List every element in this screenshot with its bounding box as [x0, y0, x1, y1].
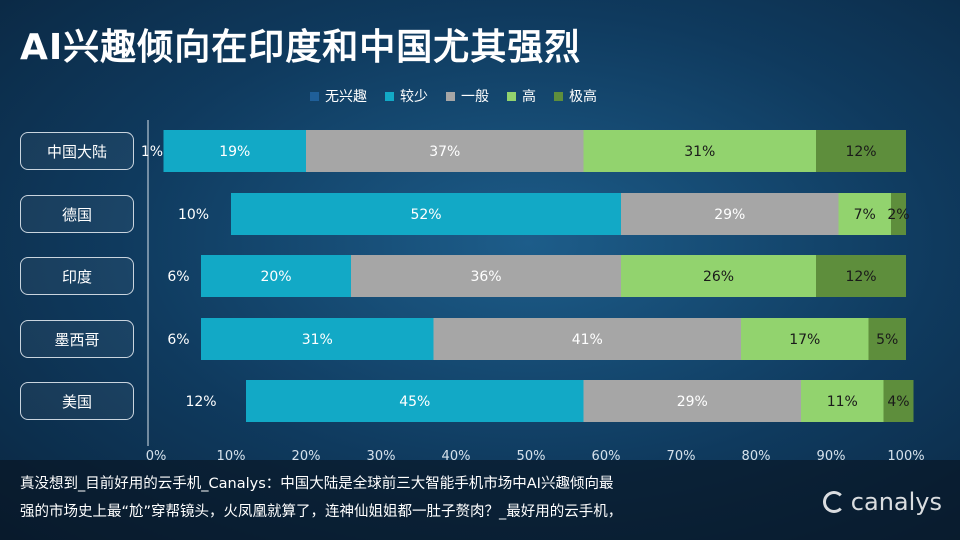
category-label: 印度	[20, 257, 134, 295]
bar-segment	[583, 380, 801, 422]
bar-segment	[583, 130, 816, 172]
data-label: 17%	[789, 332, 820, 348]
data-label: 45%	[399, 394, 430, 410]
bar-segment	[201, 255, 351, 297]
data-label: 11%	[827, 394, 858, 410]
data-label: 31%	[684, 144, 715, 160]
bar-segment	[306, 130, 584, 172]
legend-item: 较少	[385, 86, 428, 106]
legend-swatch	[310, 91, 319, 101]
bar-segment	[621, 255, 816, 297]
legend-item: 极高	[554, 86, 597, 106]
bar-segment	[741, 318, 869, 360]
legend-item: 高	[507, 86, 536, 106]
data-label: 36%	[470, 269, 501, 285]
legend-label: 极高	[569, 89, 597, 105]
data-label: 12%	[845, 269, 876, 285]
legend-swatch	[554, 91, 563, 101]
bar-segment	[201, 318, 434, 360]
data-label: 1%	[141, 144, 163, 160]
legend: 无兴趣 较少 一般 高 极高	[310, 86, 597, 106]
caption-line-1: 真没想到_目前好用的云手机_Canalys：中国大陆是全球前三大智能手机市场中A…	[20, 476, 614, 492]
bar-segment	[816, 255, 906, 297]
data-label: 2%	[887, 207, 909, 223]
data-label: 20%	[260, 269, 291, 285]
brand-mark-icon	[822, 491, 845, 513]
bar-segment	[163, 130, 306, 172]
data-label: 4%	[887, 394, 909, 410]
data-label: 37%	[429, 144, 460, 160]
brand-name: canalys	[850, 488, 942, 516]
data-label: 52%	[410, 207, 441, 223]
bar-segment	[838, 193, 891, 235]
legend-swatch	[385, 91, 394, 101]
chart-title: AI兴趣倾向在印度和中国尤其强烈	[20, 27, 582, 68]
bar-segment	[246, 380, 584, 422]
legend-label: 较少	[400, 89, 428, 105]
legend-swatch	[507, 91, 516, 101]
legend-item: 无兴趣	[310, 86, 367, 106]
category-label: 美国	[20, 382, 134, 420]
data-label: 41%	[572, 332, 603, 348]
data-label: 12%	[185, 394, 216, 410]
data-label: 26%	[703, 269, 734, 285]
data-label: 31%	[302, 332, 333, 348]
data-label: 29%	[677, 394, 708, 410]
data-label: 6%	[167, 332, 189, 348]
data-label: 6%	[167, 269, 189, 285]
category-label: 德国	[20, 195, 134, 233]
bar-segment	[868, 318, 906, 360]
legend-label: 一般	[461, 89, 489, 105]
data-label: 10%	[178, 207, 209, 223]
bar-segment	[231, 193, 621, 235]
category-label: 墨西哥	[20, 320, 134, 358]
bar-segment	[883, 380, 914, 422]
brand-logo: canalys	[822, 488, 942, 516]
bar-segment	[891, 193, 906, 235]
caption-overlay: 真没想到_目前好用的云手机_Canalys：中国大陆是全球前三大智能手机市场中A…	[0, 460, 960, 540]
legend-item: 一般	[446, 86, 489, 106]
data-label: 12%	[845, 144, 876, 160]
data-label: 29%	[714, 207, 745, 223]
bar-segment	[801, 380, 884, 422]
category-label: 中国大陆	[20, 132, 134, 170]
data-label: 7%	[854, 207, 876, 223]
data-label: 5%	[876, 332, 898, 348]
legend-swatch	[446, 91, 455, 101]
bar-segment	[351, 255, 621, 297]
data-label: 19%	[219, 144, 250, 160]
bar-segment	[433, 318, 741, 360]
bar-segment	[621, 193, 839, 235]
bar-segment	[816, 130, 906, 172]
caption-line-2: 强的市场史上最“尬”穿帮镜头，火凤凰就算了，连神仙姐姐都一肚子赘肉？_最好用的云…	[20, 504, 623, 520]
legend-label: 高	[522, 89, 536, 105]
legend-label: 无兴趣	[325, 89, 367, 105]
